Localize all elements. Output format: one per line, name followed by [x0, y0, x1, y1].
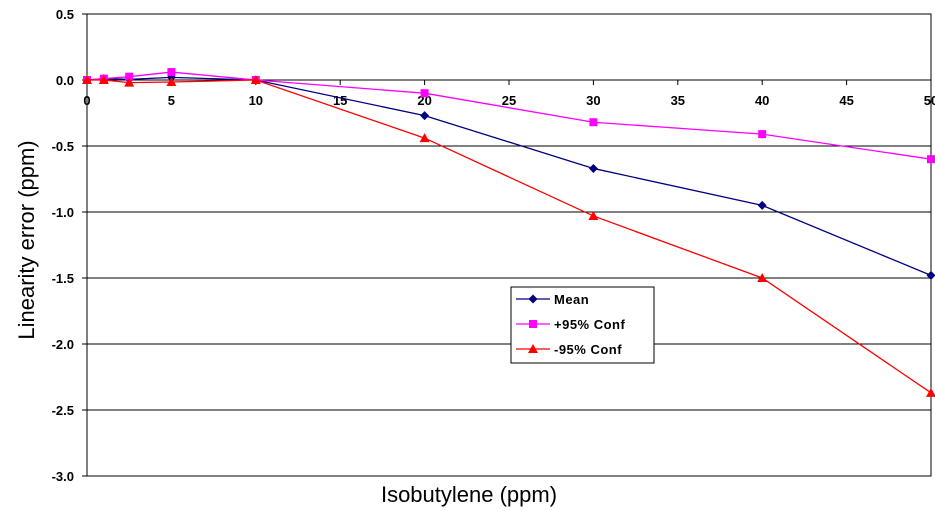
series-layer: [82, 68, 935, 397]
data-point: [420, 111, 430, 121]
data-point: [419, 133, 430, 143]
data-point: [927, 155, 935, 164]
y-tick-label: -1.5: [52, 271, 74, 286]
legend-item: Mean: [516, 292, 589, 307]
data-point: [589, 118, 598, 127]
series-line: [87, 79, 932, 394]
legend-label: +95% Conf: [554, 317, 625, 332]
x-tick-label: 50: [924, 93, 935, 108]
x-tick-labels: 0 5 10 15 20 25 30 35 40 45 50: [83, 80, 935, 108]
legend-marker: [528, 344, 538, 353]
data-point: [588, 163, 598, 173]
legend-item: +95% Conf: [516, 317, 625, 332]
x-tick-label: 10: [249, 93, 263, 108]
data-point: [98, 75, 109, 84]
plot-area: [86, 13, 932, 477]
data-point: [420, 89, 429, 98]
y-tick-label: -2.0: [52, 337, 74, 352]
y-tick-label: 0.5: [56, 7, 74, 22]
legend-item: -95% Conf: [516, 342, 622, 357]
data-point: [588, 210, 599, 220]
legend-marker: [528, 294, 538, 304]
data-point: [124, 77, 135, 87]
data-point: [926, 270, 935, 280]
x-tick-label: 45: [839, 93, 853, 108]
x-tick-label: 15: [333, 93, 347, 108]
data-point: [250, 75, 261, 84]
data-point: [82, 75, 92, 84]
data-point: [166, 76, 177, 86]
x-tick-label: 5: [168, 93, 175, 108]
data-point: [926, 387, 935, 397]
x-tick-label: 35: [671, 93, 685, 108]
series-3: [82, 75, 935, 397]
legend-label: -95% Conf: [554, 342, 622, 357]
data-point: [757, 273, 768, 282]
y-tick-label: -0.5: [52, 139, 74, 154]
y-tick-label: 0.0: [56, 73, 74, 88]
x-tick-label: 25: [502, 93, 516, 108]
data-point: [758, 130, 767, 139]
x-axis-title: Isobutylene (ppm): [381, 482, 557, 507]
y-tick-label: -2.5: [52, 403, 74, 418]
data-point: [125, 72, 134, 81]
legend: Mean +95% Conf -95% Conf: [510, 286, 655, 364]
x-tick-label: 0: [83, 93, 90, 108]
legend-marker: [529, 320, 537, 328]
legend-label: Mean: [554, 292, 589, 307]
x-tick-label: 40: [755, 93, 769, 108]
y-tick-labels: 0.5 0.0 -0.5 -1.0 -1.5 -2.0 -2.5 -3.0: [52, 7, 87, 484]
data-point: [167, 68, 176, 77]
x-tick-label: 30: [586, 93, 600, 108]
data-point: [757, 200, 767, 210]
y-tick-label: -3.0: [52, 469, 74, 484]
y-axis-title: Linearity error (ppm): [14, 140, 39, 339]
y-tick-label: -1.0: [52, 205, 74, 220]
